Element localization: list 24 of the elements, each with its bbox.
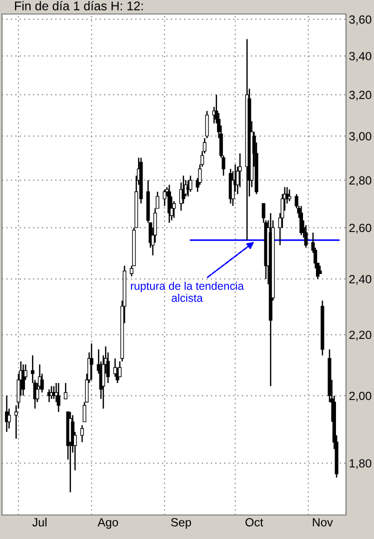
candlestick <box>288 188 292 202</box>
y-tick-label: 3,60 <box>349 15 372 26</box>
candlestick <box>299 205 303 236</box>
y-tick-label: 3,40 <box>349 52 372 62</box>
candlestick <box>56 382 60 413</box>
x-tick-label: Jul <box>32 518 46 526</box>
candlestick <box>80 424 84 443</box>
y-tick-label: 2,20 <box>349 330 372 340</box>
candlestick <box>64 382 68 400</box>
x-tick-label: Ago <box>98 518 118 529</box>
y-tick-label: 2,40 <box>349 274 372 285</box>
candlestick <box>304 224 308 248</box>
y-tick-label: 3,20 <box>349 90 372 101</box>
y-tick-label: 2,60 <box>349 224 372 234</box>
y-tick-label: 2,00 <box>349 392 372 402</box>
x-tick-label: Oct <box>245 518 264 526</box>
x-tick-label: Nov <box>312 518 333 526</box>
y-tick-label: 3,00 <box>349 132 372 142</box>
chart-title: Fin de día 1 días H: 12: <box>15 1 143 10</box>
y-tick-label: 2,80 <box>349 176 372 186</box>
candlestick <box>90 342 94 380</box>
annotation: ruptura de la tendencia alcista <box>130 282 244 302</box>
x-tick-label: Sep <box>171 518 192 529</box>
y-tick-label: 1,80 <box>350 459 372 469</box>
